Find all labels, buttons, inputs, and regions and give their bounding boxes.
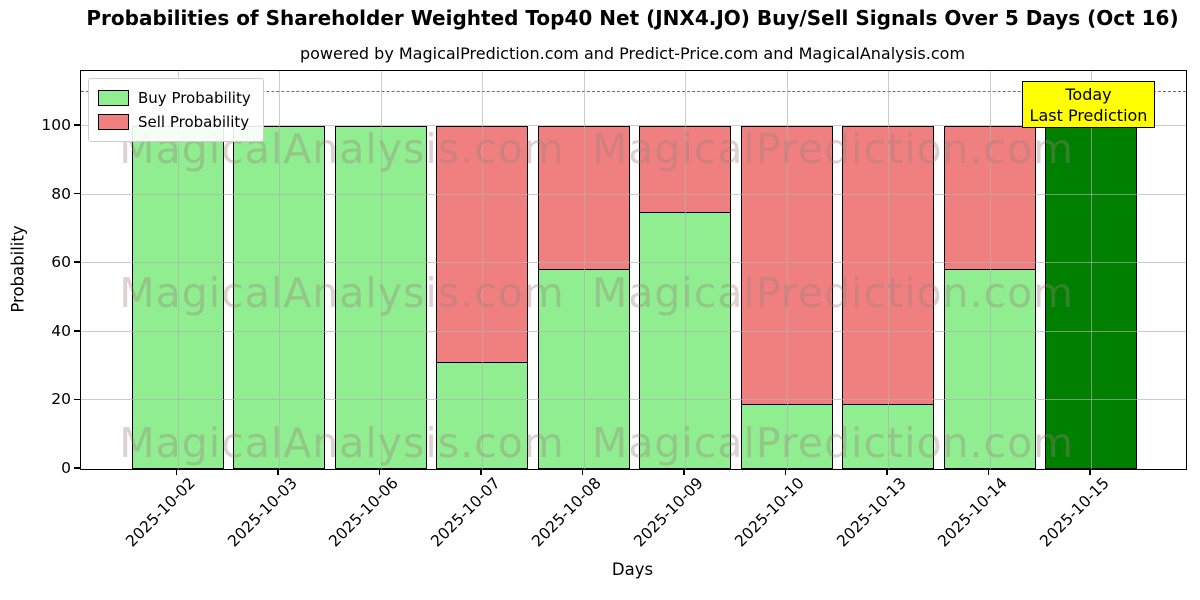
plot-area: Buy Probability Sell Probability Today L…: [80, 70, 1187, 470]
h-gridline: [81, 125, 1186, 126]
v-gridline: [685, 71, 686, 469]
x-tick-label: 2025-10-02: [122, 474, 200, 551]
x-tick-mark: [683, 469, 685, 475]
v-gridline: [786, 71, 788, 469]
x-tick-label: 2025-10-13: [833, 474, 910, 551]
x-tick-mark: [886, 469, 888, 475]
y-tick-mark: [74, 467, 80, 469]
annotation-line2: Last Prediction: [1029, 106, 1148, 125]
v-gridline: [380, 71, 382, 469]
x-tick-label: 2025-10-03: [224, 474, 301, 551]
legend: Buy Probability Sell Probability: [88, 78, 264, 142]
y-tick-mark: [74, 261, 80, 263]
y-tick-label: 0: [61, 459, 71, 477]
x-tick-mark: [378, 469, 381, 475]
x-axis-label: Days: [611, 560, 654, 579]
today-last-prediction-callout: Today Last Prediction: [1022, 81, 1155, 128]
chart-subtitle: powered by MagicalPrediction.com and Pre…: [299, 44, 966, 63]
y-tick-mark: [74, 330, 80, 332]
v-gridline: [583, 71, 585, 469]
h-gridline: [81, 193, 1186, 195]
legend-sell-label: Sell Probability: [138, 113, 250, 131]
buy-probability-swatch-icon: [98, 90, 129, 106]
x-tick-label: 2025-10-07: [427, 474, 504, 551]
v-gridline: [279, 71, 280, 469]
h-gridline: [81, 399, 1186, 401]
x-tick-label: 2025-10-14: [934, 474, 1012, 551]
v-gridline: [177, 71, 179, 469]
x-tick-mark: [480, 469, 482, 475]
legend-entry-buy: Buy Probability: [98, 86, 251, 110]
x-tick-mark: [581, 469, 584, 475]
x-tick-mark: [1089, 469, 1091, 475]
v-gridline: [888, 71, 889, 469]
x-tick-label: 2025-10-08: [528, 474, 606, 551]
chart-title: Probabilities of Shareholder Weighted To…: [86, 6, 1179, 30]
y-tick-label: 20: [51, 390, 71, 409]
x-tick-label: 2025-10-06: [325, 474, 403, 551]
y-tick-mark: [74, 192, 80, 195]
v-gridline: [1091, 71, 1092, 469]
x-tick-label: 2025-10-10: [731, 474, 809, 551]
x-tick-mark: [277, 469, 279, 475]
x-tick-label: 2025-10-09: [630, 474, 707, 551]
sell-probability-swatch-icon: [98, 114, 129, 130]
y-tick-label: 100: [41, 116, 71, 134]
legend-entry-sell: Sell Probability: [98, 110, 251, 134]
y-tick-label: 40: [51, 321, 71, 340]
annotation-line1: Today: [1065, 85, 1112, 104]
y-tick-mark: [74, 124, 80, 126]
dashed-threshold-line: [81, 90, 1186, 92]
h-gridline: [81, 262, 1186, 264]
x-tick-label: 2025-10-15: [1036, 474, 1113, 551]
y-tick-label: 60: [51, 253, 71, 272]
y-tick-mark: [74, 398, 80, 401]
x-tick-mark: [784, 469, 787, 475]
v-gridline: [989, 71, 991, 469]
h-gridline: [81, 330, 1186, 332]
legend-buy-label: Buy Probability: [138, 89, 251, 107]
x-tick-mark: [987, 469, 990, 475]
v-gridline: [482, 71, 483, 469]
x-tick-mark: [175, 469, 178, 475]
y-tick-label: 80: [51, 184, 71, 203]
